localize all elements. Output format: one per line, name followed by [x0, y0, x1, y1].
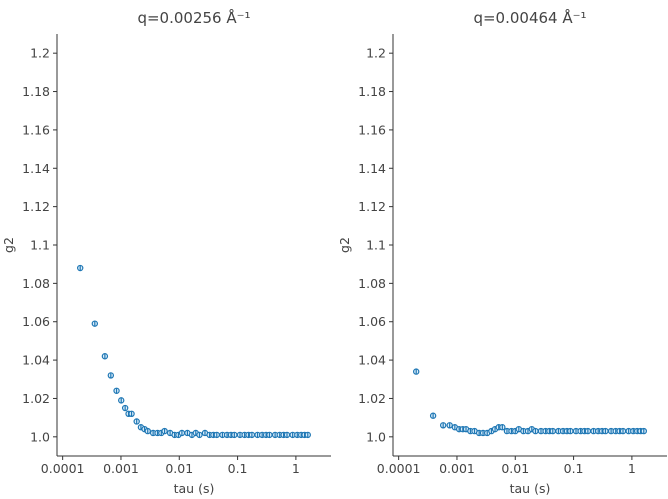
right-subplot-data-point [640, 427, 647, 435]
right-subplot-y-tick-label: 1.2 [366, 46, 386, 61]
left-subplot-y-tick-label: 1.02 [22, 391, 50, 406]
right-subplot-data-point [572, 427, 580, 435]
right-subplot-y-tick-label: 1.18 [358, 84, 386, 99]
left-subplot-data-point [118, 397, 125, 404]
left-subplot-data-point [91, 320, 99, 327]
left-subplot-x-tick-label: 1 [292, 461, 300, 476]
right-subplot-y-tick-label: 1.08 [358, 276, 386, 291]
right-subplot-y-tick-label: 1.12 [358, 199, 386, 214]
left-subplot-y-tick-label: 1.12 [22, 199, 50, 214]
right-subplot-points [413, 368, 647, 437]
left-subplot-y-tick-label: 1.06 [22, 314, 50, 329]
right-subplot-axes [392, 34, 667, 457]
left-subplot-y-tick-label: 1.1 [30, 238, 50, 253]
left-subplot-x-tick-label: 0.1 [228, 461, 248, 476]
left-subplot-y-tick-label: 1.0 [30, 429, 50, 444]
right-subplot-x-tick-label: 0.0001 [377, 461, 421, 476]
right-subplot-x-tick-label: 1 [628, 461, 636, 476]
left-subplot-data-point [107, 372, 115, 379]
right-subplot-data-point [549, 427, 556, 435]
left-subplot-data-point [196, 431, 203, 439]
right-subplot-y-tick-label: 1.06 [358, 314, 386, 329]
left-subplot-xlabel: tau (s) [174, 481, 215, 496]
right-subplot-data-point [567, 427, 574, 435]
right-subplot-y-tick-label: 1.14 [358, 161, 386, 176]
left-subplot-y-tick-label: 1.18 [22, 84, 50, 99]
left-subplot-data-point [283, 431, 291, 439]
right-subplot-ylabel: g2 [337, 237, 352, 253]
right-subplot-data-point [413, 368, 420, 375]
left-subplot-y-tick-label: 1.08 [22, 276, 50, 291]
right-subplot-y-tick-label: 1.1 [366, 238, 386, 253]
left-subplot-data-point [161, 427, 168, 435]
right-subplot-data-point [446, 422, 453, 429]
left-subplot-y-tick-label: 1.2 [30, 46, 50, 61]
left-subplot-data-point [113, 387, 120, 394]
right-subplot-y-tick-label: 1.02 [358, 391, 386, 406]
left-subplot-data-point [77, 264, 84, 272]
left-subplot-data-point [248, 431, 256, 439]
left-subplot-y-tick-label: 1.14 [22, 161, 50, 176]
left-subplot-data-point [254, 431, 261, 439]
left-subplot-data-point [304, 431, 311, 439]
left-subplot-ticks: 1.0 1.02 1.04 1.06 1.08 1.1 1.12 1.14 1.16 1.18 1.… [22, 46, 300, 476]
left-subplot-data-point [266, 431, 273, 439]
right-subplot-y-tick-label: 1.04 [358, 353, 386, 368]
right-subplot-ticks: 1.0 1.02 1.04 1.06 1.08 1.1 1.12 1.14 1.16 1.18 1.… [358, 46, 636, 476]
right-subplot-data-point [499, 424, 506, 431]
right-subplot-x-tick-label: 0.01 [501, 461, 529, 476]
right-subplot-xlabel: tau (s) [510, 481, 551, 496]
left-subplot-data-point [213, 431, 220, 439]
left-subplot-x-tick-label: 0.001 [103, 461, 139, 476]
right-subplot-data-point [532, 427, 539, 435]
left-subplot-data-point [133, 418, 140, 425]
left-subplot-data-point [144, 427, 151, 435]
left-subplot-axes [56, 34, 331, 457]
right-subplot-x-tick-label: 0.1 [564, 461, 584, 476]
right-subplot: q=0.00464 Å⁻¹ tau (s) g2 1.0 1.02 1.04 1.06… [337, 8, 667, 496]
left-subplot-data-point [178, 429, 186, 437]
left-subplot-title: q=0.00256 Å⁻¹ [137, 8, 250, 27]
right-subplot-title: q=0.00464 Å⁻¹ [473, 8, 586, 27]
left-subplot-points [77, 264, 311, 439]
right-subplot-y-tick-label: 1.16 [358, 122, 386, 137]
left-subplot-data-point [231, 431, 238, 439]
left-subplot-x-tick-label: 0.01 [165, 461, 193, 476]
right-subplot-data-point [439, 422, 447, 429]
right-subplot-x-tick-label: 0.001 [439, 461, 475, 476]
left-subplot-y-tick-label: 1.04 [22, 353, 50, 368]
right-subplot-y-tick-label: 1.0 [366, 429, 386, 444]
right-subplot-data-point [429, 412, 437, 419]
left-subplot-data-point [101, 353, 109, 360]
left-subplot-data-point [128, 410, 135, 417]
right-subplot-data-point [619, 427, 627, 435]
left-subplot-data-point [121, 404, 129, 412]
left-subplot: q=0.00256 Å⁻¹ tau (s) g2 1.0 1.02 1.04 1.06… [1, 8, 331, 496]
right-subplot-data-point [584, 427, 592, 435]
left-subplot-y-tick-label: 1.16 [22, 122, 50, 137]
left-subplot-x-tick-label: 0.0001 [41, 461, 85, 476]
left-subplot-ylabel: g2 [1, 237, 16, 253]
right-subplot-data-point [602, 427, 609, 435]
